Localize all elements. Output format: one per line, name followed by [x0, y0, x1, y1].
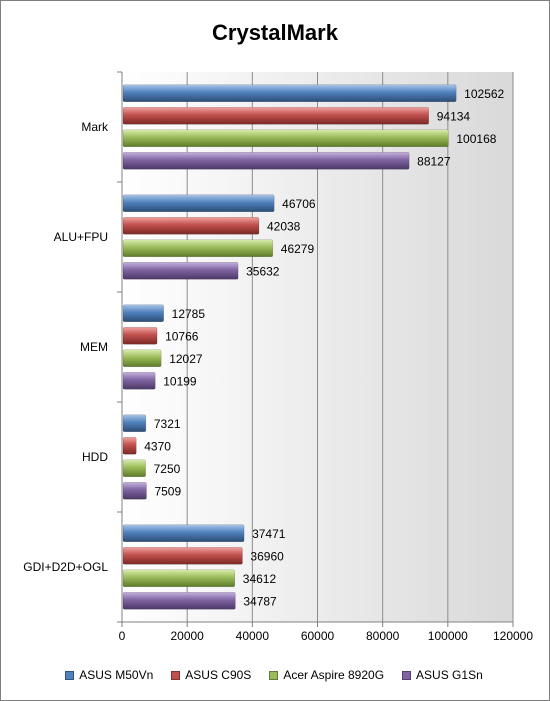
data-label: 102562 — [464, 87, 504, 101]
legend-swatch — [269, 670, 279, 680]
category-label: MEM — [80, 340, 108, 354]
bar — [122, 84, 457, 102]
bar — [122, 459, 146, 477]
bar — [122, 107, 429, 125]
legend-label: ASUS M50Vn — [79, 668, 154, 682]
bar — [122, 194, 275, 212]
category-label: ALU+FPU — [54, 230, 108, 244]
data-label: 7250 — [154, 462, 181, 476]
bar — [122, 592, 236, 610]
bar — [122, 304, 164, 322]
category-label: GDI+D2D+OGL — [23, 560, 108, 574]
data-label: 46706 — [282, 197, 316, 211]
legend-item: ASUS G1Sn — [402, 668, 483, 682]
bar — [122, 152, 410, 170]
bar — [122, 437, 137, 455]
bar — [122, 569, 236, 587]
bar — [122, 524, 245, 542]
x-tick-label: 80000 — [366, 629, 400, 643]
data-label: 46279 — [281, 242, 315, 256]
x-tick-label: 120000 — [493, 629, 533, 643]
bar — [122, 547, 243, 565]
chart-title: CrystalMark — [212, 20, 339, 45]
bar — [122, 239, 274, 257]
x-tick-label: 40000 — [236, 629, 270, 643]
data-label: 4370 — [144, 439, 171, 453]
data-label: 12027 — [169, 352, 203, 366]
x-tick-label: 20000 — [170, 629, 204, 643]
x-tick-label: 0 — [119, 629, 126, 643]
legend-swatch — [171, 670, 181, 680]
data-label: 10199 — [163, 374, 197, 388]
bar — [122, 129, 449, 147]
legend-label: ASUS C90S — [185, 668, 252, 682]
data-label: 34787 — [243, 594, 277, 608]
data-label: 10766 — [165, 329, 199, 343]
bar — [122, 414, 147, 432]
data-label: 36960 — [250, 549, 284, 563]
bar — [122, 217, 260, 235]
data-label: 94134 — [437, 109, 471, 123]
data-label: 42038 — [267, 219, 301, 233]
legend-item: Acer Aspire 8920G — [269, 668, 384, 682]
data-label: 34612 — [243, 572, 277, 586]
bar — [122, 372, 156, 390]
legend-item: ASUS C90S — [171, 668, 251, 682]
category-label: Mark — [81, 120, 109, 134]
legend: ASUS M50Vn ASUS C90S Acer Aspire 8920G ASUS… — [0, 668, 548, 682]
data-label: 37471 — [252, 527, 286, 541]
legend-item: ASUS M50Vn — [65, 668, 153, 682]
bar — [122, 262, 239, 280]
legend-label: ASUS G1Sn — [416, 668, 483, 682]
bar — [122, 349, 162, 367]
data-label: 7321 — [154, 417, 181, 431]
data-label: 12785 — [172, 307, 206, 321]
bar — [122, 327, 158, 345]
legend-swatch — [65, 670, 75, 680]
data-label: 35632 — [246, 264, 280, 278]
data-label: 88127 — [417, 154, 451, 168]
bar — [122, 482, 147, 500]
data-label: 7509 — [154, 484, 181, 498]
legend-label: Acer Aspire 8920G — [283, 668, 385, 682]
x-tick-label: 60000 — [301, 629, 335, 643]
x-tick-label: 100000 — [428, 629, 468, 643]
category-label: HDD — [82, 450, 108, 464]
legend-swatch — [402, 670, 412, 680]
data-label: 100168 — [456, 132, 496, 146]
